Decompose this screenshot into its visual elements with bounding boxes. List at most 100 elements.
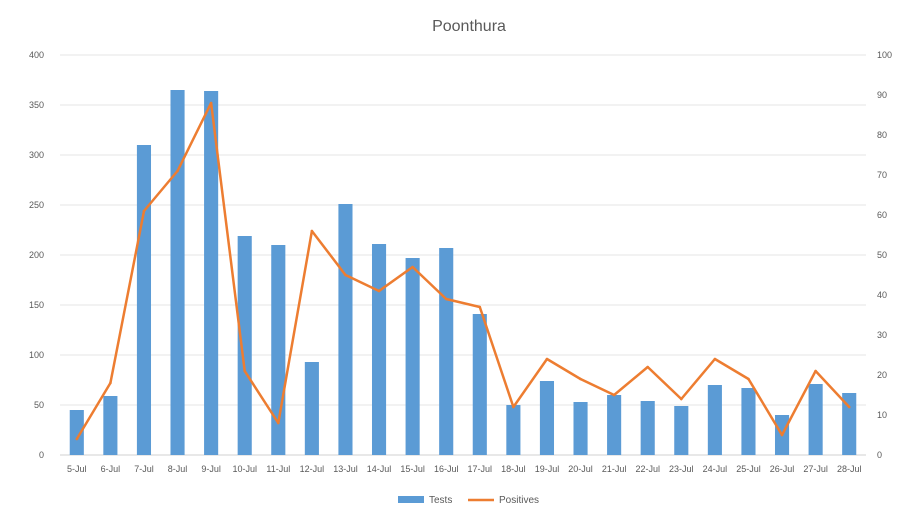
x-axis: 5-Jul 6-Jul 7-Jul 8-Jul 9-Jul 10-Jul 11-Jul 12-…	[67, 464, 861, 474]
x-tick-label: 17-Jul	[468, 464, 493, 474]
x-tick-label: 9-Jul	[201, 464, 221, 474]
x-tick-label: 5-Jul	[67, 464, 87, 474]
line-point	[142, 209, 146, 213]
bar	[607, 395, 622, 455]
x-tick-label: 19-Jul	[535, 464, 560, 474]
x-tick-label: 10-Jul	[232, 464, 257, 474]
y-tick-label: 100	[29, 350, 44, 360]
line-point	[444, 297, 448, 301]
bar	[338, 204, 353, 455]
line-point	[780, 433, 784, 437]
y-tick-label: 0	[39, 450, 44, 460]
x-tick-label: 13-Jul	[333, 464, 358, 474]
bar	[304, 362, 319, 455]
y-tick-label: 200	[29, 250, 44, 260]
x-tick-label: 20-Jul	[568, 464, 593, 474]
bar	[136, 145, 152, 455]
bar	[506, 405, 521, 455]
bar-series	[69, 90, 857, 455]
line-point	[243, 369, 247, 373]
bar	[539, 381, 555, 455]
line-point	[713, 357, 717, 361]
line-point	[310, 229, 314, 233]
line-point	[75, 437, 79, 441]
chart-title: Poonthura	[432, 18, 506, 35]
x-tick-label: 23-Jul	[669, 464, 694, 474]
gridlines	[60, 54, 866, 456]
y-tick-label: 300	[29, 150, 44, 160]
y2-tick-label: 90	[877, 90, 887, 100]
x-tick-label: 21-Jul	[602, 464, 627, 474]
line-point	[679, 397, 683, 401]
bar	[674, 406, 689, 455]
y-tick-label: 250	[29, 200, 44, 210]
y-tick-label: 350	[29, 100, 44, 110]
bar	[237, 236, 252, 455]
line-point	[646, 365, 650, 369]
x-tick-label: 22-Jul	[635, 464, 660, 474]
legend-swatch-tests	[398, 496, 424, 503]
y-tick-label: 400	[29, 50, 44, 60]
line-point	[512, 405, 515, 409]
x-tick-label: 7-Jul	[134, 464, 154, 474]
line-point	[814, 369, 817, 373]
line-point	[847, 405, 851, 409]
y2-tick-label: 30	[877, 330, 887, 340]
bar	[741, 388, 756, 455]
y2-tick-label: 0	[877, 450, 882, 460]
y-axis-right: 0 10 20 30 40 50 60 70 80 90 100	[877, 50, 892, 460]
bar	[170, 90, 185, 455]
bar	[439, 248, 454, 455]
bar	[103, 396, 118, 455]
line-point	[545, 357, 549, 361]
bar	[405, 258, 420, 455]
line-point	[276, 421, 280, 425]
legend-label-tests: Tests	[429, 495, 452, 506]
x-tick-label: 18-Jul	[501, 464, 526, 474]
y2-tick-label: 60	[877, 210, 887, 220]
line-point	[747, 377, 750, 381]
x-tick-label: 25-Jul	[736, 464, 761, 474]
line-series	[75, 101, 851, 441]
y2-tick-label: 40	[877, 290, 887, 300]
line-point	[579, 377, 582, 381]
y2-tick-label: 80	[877, 130, 887, 140]
y2-tick-label: 50	[877, 250, 887, 260]
x-tick-label: 26-Jul	[770, 464, 795, 474]
bar	[204, 91, 219, 455]
bar	[640, 401, 655, 455]
x-tick-label: 14-Jul	[367, 464, 392, 474]
x-tick-label: 27-Jul	[803, 464, 828, 474]
bar	[472, 314, 487, 455]
x-tick-label: 24-Jul	[703, 464, 728, 474]
y-tick-label: 50	[34, 400, 44, 410]
line-point	[377, 289, 381, 293]
bar	[707, 385, 722, 455]
x-tick-label: 16-Jul	[434, 464, 459, 474]
line-point	[411, 265, 414, 269]
bar	[69, 410, 84, 455]
x-tick-label: 28-Jul	[837, 464, 862, 474]
y2-tick-label: 10	[877, 410, 887, 420]
x-tick-label: 6-Jul	[101, 464, 121, 474]
x-tick-label: 12-Jul	[300, 464, 325, 474]
x-tick-label: 15-Jul	[400, 464, 425, 474]
x-tick-label: 8-Jul	[168, 464, 188, 474]
positives-line	[75, 101, 851, 440]
bar	[573, 402, 588, 455]
bar	[371, 244, 387, 455]
line-point	[478, 305, 482, 309]
x-tick-label: 11-Jul	[266, 464, 290, 474]
bar	[808, 384, 823, 455]
line-point	[109, 381, 112, 385]
legend-label-positives: Positives	[499, 495, 539, 506]
line-point	[209, 101, 213, 105]
y-axis-left: 0 50 100 150 200 250 300 350 400	[29, 50, 44, 460]
line-point	[176, 169, 179, 173]
y2-tick-label: 70	[877, 170, 887, 180]
line-point	[344, 273, 347, 277]
y2-tick-label: 100	[877, 50, 892, 60]
bar	[842, 393, 857, 455]
